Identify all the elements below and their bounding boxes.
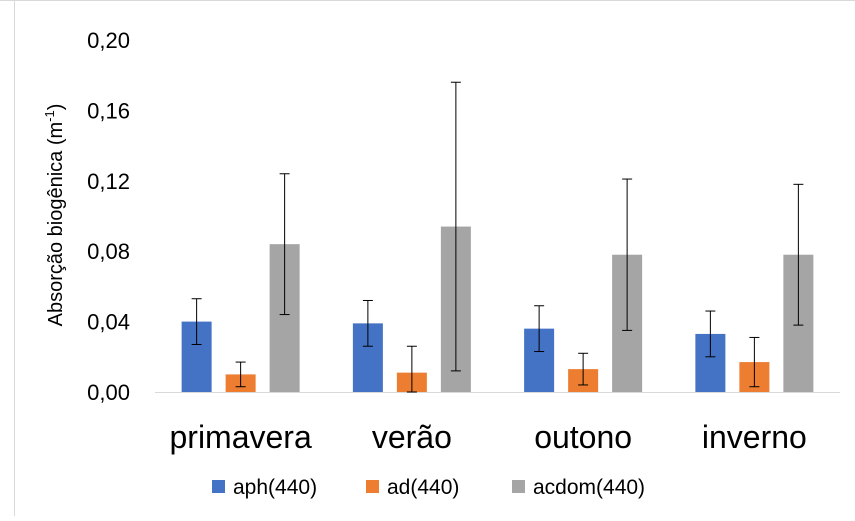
x-tick-label: verão <box>372 419 452 455</box>
y-tick-label: 0,00 <box>87 380 130 405</box>
legend-swatch <box>512 480 525 493</box>
y-axis-label: Absorção biogênica (m-1) <box>42 104 67 327</box>
legend-label: ad(440) <box>387 476 459 499</box>
legend-swatch <box>366 480 379 493</box>
y-tick-label: 0,08 <box>87 239 130 264</box>
error-bars-group <box>191 81 804 393</box>
y-tick-label: 0,16 <box>87 98 130 123</box>
x-tick-label: primavera <box>169 419 311 455</box>
legend-swatch <box>212 480 225 493</box>
y-axis-ticks: 0,00 0,04 0,08 0,12 0,16 0,20 <box>87 28 130 405</box>
x-tick-label: inverno <box>702 419 807 455</box>
y-tick-label: 0,12 <box>87 169 130 194</box>
x-tick-label: outono <box>534 419 632 455</box>
y-axis-label-sup: -1 <box>42 110 57 122</box>
y-tick-label: 0,20 <box>87 28 130 53</box>
x-axis-labels: primavera verão outono inverno <box>169 419 806 455</box>
y-axis-label-base: Absorção biogênica (m <box>45 122 67 327</box>
bars-group <box>181 226 814 392</box>
y-tick-label: 0,04 <box>87 310 130 335</box>
legend-label: acdom(440) <box>533 476 645 499</box>
legend: aph(440) ad(440) acdom(440) <box>212 476 645 499</box>
legend-label: aph(440) <box>233 476 317 499</box>
y-axis-label-close: ) <box>45 104 67 111</box>
